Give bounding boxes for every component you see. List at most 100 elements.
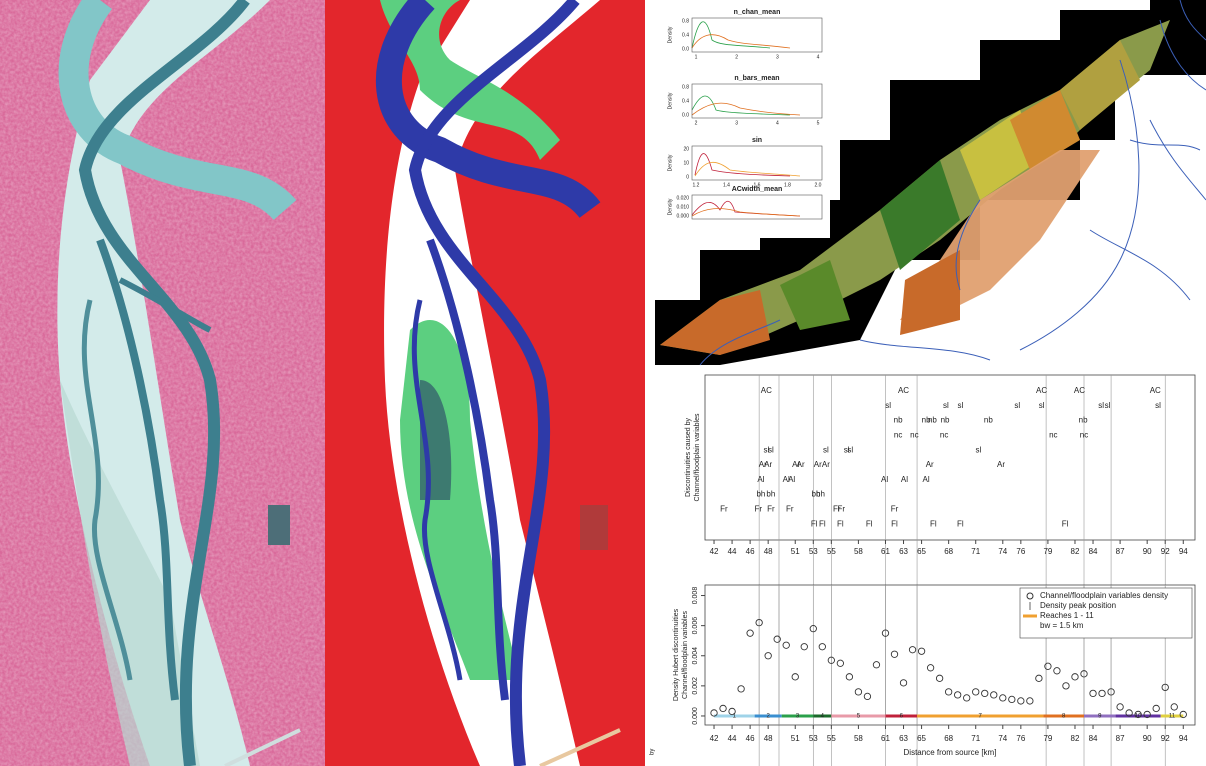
inset-title: n_bars_mean xyxy=(734,75,779,82)
x-tick-label: 71 xyxy=(971,734,980,743)
inset-ylabel: Density xyxy=(667,154,673,171)
discontinuity-label: Ar xyxy=(997,460,1005,469)
x-tick-label: 82 xyxy=(1071,734,1080,743)
discontinuity-label: nc xyxy=(910,431,918,440)
x-tick-label: 79 xyxy=(1043,734,1052,743)
x-tick-label: 58 xyxy=(854,734,863,743)
density-point xyxy=(936,675,942,681)
discontinuity-label: AC xyxy=(1074,386,1085,395)
inset-x-tick-label: 3 xyxy=(776,54,779,60)
inset-y-tick-label: 0.010 xyxy=(676,204,689,210)
inset-x-tick-label: 2 xyxy=(735,54,738,60)
legend-label: Reaches 1 - 11 xyxy=(1040,611,1094,620)
inset-y-tick-label: 0.020 xyxy=(676,195,689,201)
density-point xyxy=(1027,698,1033,704)
density-point xyxy=(873,662,879,668)
density-point xyxy=(774,636,780,642)
y-axis-label: Density Hubert discontinuities xyxy=(673,608,680,701)
inset-x-tick-label: 4 xyxy=(817,54,820,60)
density-insets: n_chan_mean Density 1 2 3 4 0.0 0.4 0.8 n_bars_me… xyxy=(655,0,830,238)
x-tick-label: 42 xyxy=(710,734,719,743)
density-point xyxy=(1009,696,1015,702)
inset-x-tick-label: 1 xyxy=(695,54,698,60)
density-point xyxy=(864,693,870,699)
x-tick-label: 55 xyxy=(827,547,836,556)
discontinuity-label: sl xyxy=(1039,401,1045,410)
y-tick-label: 0.002 xyxy=(692,677,699,695)
x-tick-label: 74 xyxy=(998,547,1007,556)
x-tick-label: 61 xyxy=(881,547,890,556)
inset-y-tick-label: 10 xyxy=(683,160,689,166)
inset-ylabel: Density xyxy=(667,26,673,43)
density-point xyxy=(837,660,843,666)
x-tick-label: 94 xyxy=(1179,734,1188,743)
discontinuity-label: bh xyxy=(816,490,825,499)
inset-y-tick-label: 0.0 xyxy=(682,46,689,52)
discontinuity-label: Ar xyxy=(814,460,822,469)
inset-y-tick-label: 20 xyxy=(683,146,689,152)
inset-title: sin xyxy=(752,137,762,144)
density-point xyxy=(982,690,988,696)
density-point xyxy=(1171,704,1177,710)
density-point xyxy=(991,692,997,698)
x-tick-label: 51 xyxy=(791,547,800,556)
discontinuity-label: sl xyxy=(976,445,982,454)
inset-x-tick-label: 4 xyxy=(776,120,779,126)
inset-title: n_chan_mean xyxy=(734,9,781,16)
legend-label: Density peak position xyxy=(1040,601,1116,610)
discontinuity-label: nb xyxy=(894,416,903,425)
inset-x-tick-label: 1.4 xyxy=(723,182,730,188)
legend-label: Channel/floodplain variables density xyxy=(1040,591,1168,600)
density-point xyxy=(945,689,951,695)
inset-x-tick-label: 2.0 xyxy=(815,182,822,188)
density-point xyxy=(1000,695,1006,701)
x-tick-label: 63 xyxy=(899,734,908,743)
discontinuity-label: Fl xyxy=(811,519,818,528)
discontinuity-label: Fl xyxy=(819,519,826,528)
x-tick-label: 44 xyxy=(728,734,737,743)
discontinuity-label: sl xyxy=(1098,401,1104,410)
y-tick-label: 0.004 xyxy=(692,647,699,665)
density-point xyxy=(747,630,753,636)
x-tick-label: 65 xyxy=(917,734,926,743)
discontinuity-label: nb xyxy=(941,416,950,425)
density-point xyxy=(927,665,933,671)
x-tick-label: 76 xyxy=(1016,547,1025,556)
discontinuity-label: nc xyxy=(1049,431,1057,440)
x-tick-label: 82 xyxy=(1071,547,1080,556)
density-point xyxy=(909,647,915,653)
inset-y-tick-label: 0.8 xyxy=(682,84,689,90)
plot-frame xyxy=(705,375,1195,540)
x-tick-label: 42 xyxy=(710,547,719,556)
x-tick-label: 76 xyxy=(1016,734,1025,743)
density-point xyxy=(1117,704,1123,710)
inset-y-tick-label: 0 xyxy=(686,174,689,180)
discontinuity-label: Fr xyxy=(837,505,845,514)
discontinuity-label: AC xyxy=(898,386,909,395)
discontinuity-label: sl xyxy=(957,401,963,410)
inset-x-tick-label: 5 xyxy=(817,120,820,126)
discontinuity-label: nc xyxy=(894,431,902,440)
inset-ylabel: Density xyxy=(667,198,673,215)
density-point xyxy=(1045,663,1051,669)
density-point xyxy=(792,674,798,680)
y-axis-label: Channel/floodplain variables xyxy=(694,413,701,501)
x-tick-label: 90 xyxy=(1143,734,1152,743)
x-tick-label: 74 xyxy=(998,734,1007,743)
x-tick-label: 68 xyxy=(944,547,953,556)
discontinuity-label: Al xyxy=(901,475,908,484)
density-point xyxy=(1180,711,1186,717)
discontinuity-label: nb xyxy=(928,416,937,425)
density-point xyxy=(801,644,807,650)
discontinuity-label: sl xyxy=(1105,401,1111,410)
x-tick-label: 46 xyxy=(746,547,755,556)
density-point xyxy=(1018,698,1024,704)
legend-note: bw = 1.5 km xyxy=(1040,621,1084,630)
x-tick-label: 53 xyxy=(809,734,818,743)
discontinuity-label: bh xyxy=(766,490,775,499)
discontinuity-label: nb xyxy=(984,416,993,425)
density-point xyxy=(1072,674,1078,680)
inset-y-tick-label: 0.4 xyxy=(682,32,689,38)
x-tick-label: 55 xyxy=(827,734,836,743)
discontinuity-label: Fl xyxy=(837,519,844,528)
